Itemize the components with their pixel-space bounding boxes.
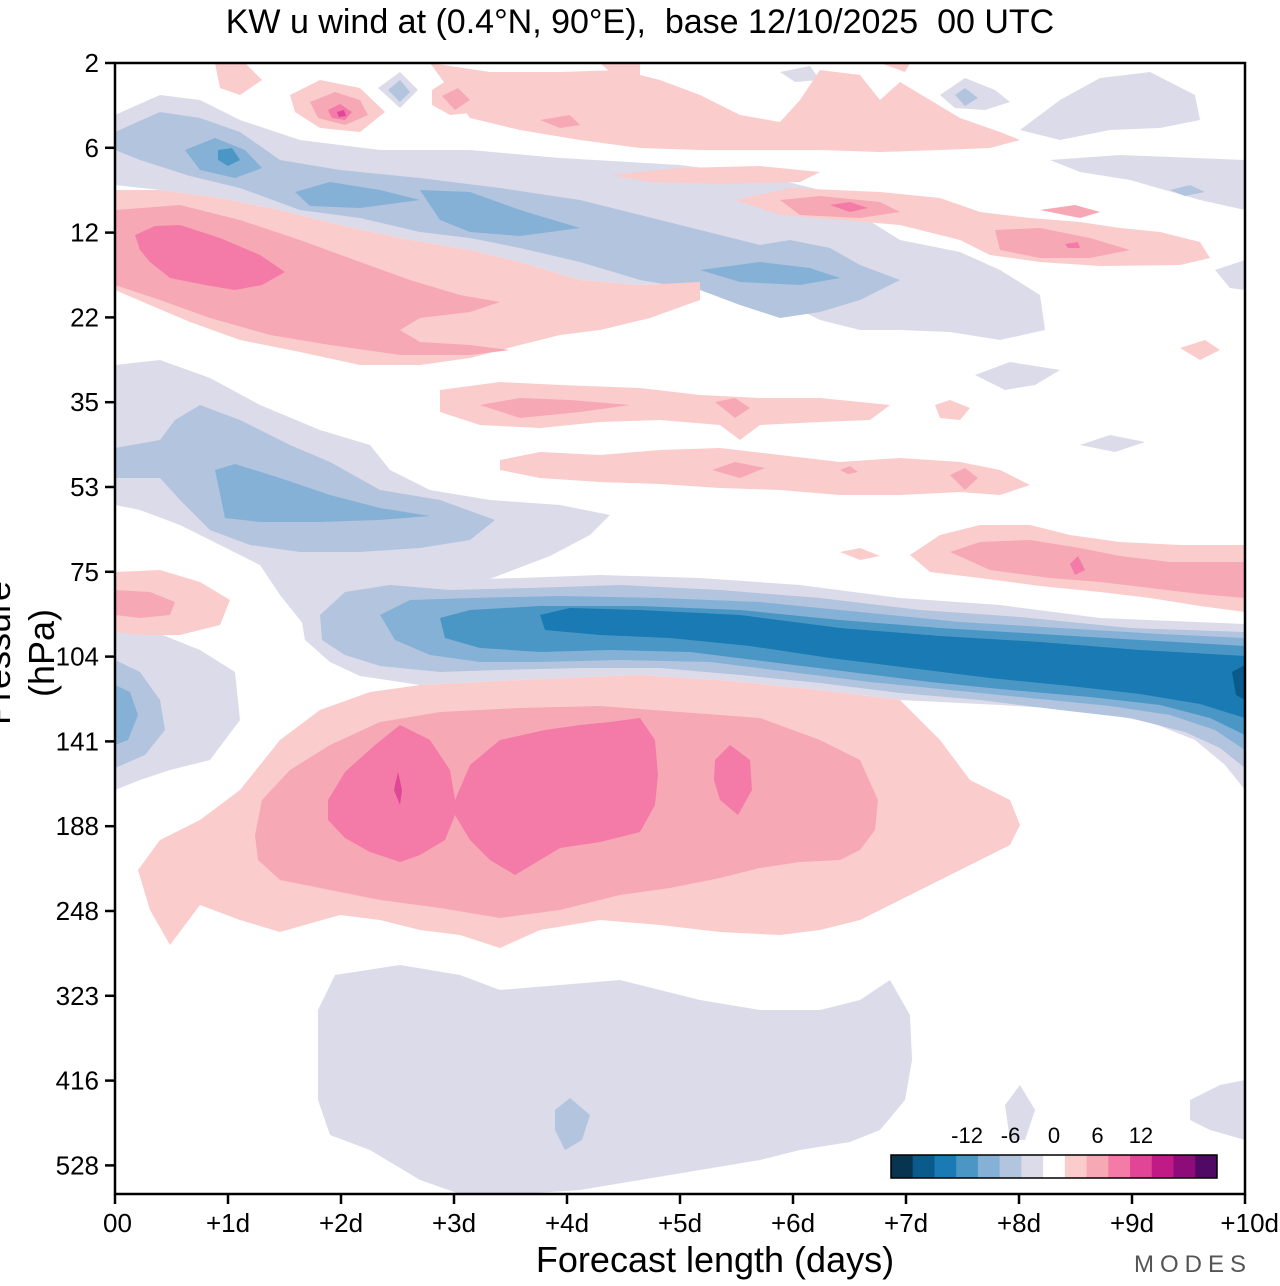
colorbar-swatch	[999, 1155, 1022, 1178]
contour-neg-3	[318, 965, 1245, 1194]
y-axis: 2 6 12 22 35 53 75 104 141 188 248 323 416 528	[56, 48, 115, 1180]
contour-pos-6	[950, 540, 1245, 598]
contour-neg-15	[540, 608, 1245, 718]
colorbar-swatch	[1151, 1155, 1175, 1178]
contour-neg-6	[555, 1098, 590, 1150]
contour-neg-6	[115, 660, 165, 768]
y-tick-label: 528	[56, 1150, 99, 1180]
y-tick-label: 12	[70, 218, 99, 248]
colorbar-tick-label: 12	[1129, 1123, 1153, 1148]
colorbar: -12 -6 0 6 12	[890, 1123, 1218, 1179]
contour-pos-9	[135, 225, 285, 290]
y-tick-label: 323	[56, 981, 99, 1011]
contour-pos-3	[215, 63, 1020, 152]
colorbar-swatch	[934, 1155, 957, 1178]
x-tick-label: +8d	[997, 1208, 1041, 1238]
y-tick-label: 141	[56, 726, 99, 756]
contour-pos-6	[115, 590, 175, 618]
x-tick-label: +5d	[658, 1208, 702, 1238]
contour-pos-6	[780, 196, 1130, 258]
y-tick-label: 188	[56, 811, 99, 841]
contour-neg-9	[115, 685, 138, 745]
colorbar-swatch	[1130, 1155, 1153, 1178]
x-axis-label: Forecast length (days)	[535, 1239, 895, 1280]
y-tick-label: 6	[85, 133, 99, 163]
colorbar-swatch	[912, 1155, 935, 1178]
colorbar-tick-label: -12	[951, 1123, 983, 1148]
colorbar-swatch	[1064, 1155, 1088, 1178]
y-tick-label: 104	[56, 642, 99, 672]
contour-neg-9	[215, 464, 430, 522]
contour-pos-9	[328, 718, 752, 875]
colorbar-swatch	[977, 1155, 1001, 1178]
contour-pos-12	[394, 772, 402, 805]
y-tick-label: 53	[70, 472, 99, 502]
colorbar-swatch	[1195, 1155, 1218, 1178]
y-tick-label: 248	[56, 896, 99, 926]
y-tick-label: 75	[70, 557, 99, 587]
x-tick-label: +6d	[771, 1208, 815, 1238]
colorbar-tick-label: -6	[1001, 1123, 1021, 1148]
x-tick-label: +7d	[884, 1208, 928, 1238]
colorbar-swatch	[956, 1155, 979, 1178]
x-tick-label: +2d	[319, 1208, 363, 1238]
contour-pos-9	[1070, 556, 1085, 575]
x-tick-label: +1d	[206, 1208, 250, 1238]
contour-neg-12	[440, 606, 1245, 735]
contour-pos-3	[610, 166, 1220, 360]
x-tick-label: +10d	[1220, 1208, 1279, 1238]
brand-logo: MODES	[1134, 1251, 1253, 1278]
colorbar-swatch	[1043, 1155, 1066, 1178]
colorbar-swatch	[1108, 1155, 1131, 1178]
x-tick-label: +9d	[1110, 1208, 1154, 1238]
colorbar-swatch	[1086, 1155, 1109, 1178]
colorbar-swatch	[1173, 1155, 1196, 1178]
contour-pos-6	[310, 88, 580, 128]
x-tick-label: 00	[103, 1208, 132, 1238]
contour-neg-3	[378, 66, 1245, 452]
colorbar-tick-label: 0	[1048, 1123, 1060, 1148]
contour-neg-12	[218, 148, 240, 166]
colorbar-swatch	[1021, 1155, 1044, 1178]
chart-title: KW u wind at (0.4°N, 90°E), base 12/10/2…	[225, 3, 1055, 41]
y-tick-label: 35	[70, 387, 99, 417]
colorbar-swatch	[891, 1155, 914, 1178]
contour-fills	[115, 63, 1245, 1194]
x-tick-label: +4d	[545, 1208, 589, 1238]
contour-neg-9	[185, 138, 840, 285]
y-tick-label: 22	[70, 302, 99, 332]
contour-neg-18	[1232, 665, 1245, 700]
colorbar-frame	[890, 1154, 1218, 1179]
y-tick-label: 2	[85, 48, 99, 78]
y-axis-label: Pressure (hPa)	[0, 580, 62, 726]
y-tick-label: 416	[56, 1066, 99, 1096]
contour-pos-12	[337, 110, 346, 117]
x-tick-label: +3d	[432, 1208, 476, 1238]
x-axis: 00 +1d +2d +3d +4d +5d +6d +7d +8d +9d +10d	[103, 1194, 1279, 1238]
contour-pos-6	[480, 398, 978, 490]
colorbar-tick-label: 6	[1091, 1123, 1103, 1148]
contour-pos-9	[830, 202, 1080, 248]
